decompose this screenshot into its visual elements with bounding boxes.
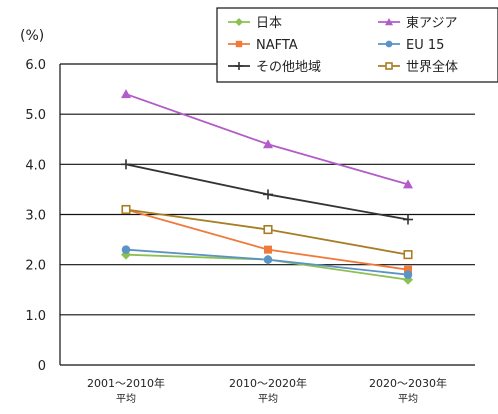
y-tick-label: 6.0 [25, 58, 46, 73]
data-point [263, 189, 273, 200]
data-point [235, 40, 243, 48]
legend-label: 東アジア [406, 15, 457, 31]
y-tick-label: 0 [38, 359, 46, 374]
data-point [263, 139, 273, 149]
data-point [263, 225, 273, 235]
data-point [403, 179, 413, 189]
legend-label: その他地域 [256, 60, 321, 75]
data-point [121, 204, 131, 215]
data-point [403, 250, 413, 260]
legend: 日本 東アジア NAFTA EU 15 その他地域 世界全体 [216, 7, 498, 83]
x-tick-label: 2001～2010年 [87, 376, 165, 390]
x-tick-label: 平均 [398, 393, 418, 405]
data-point [385, 18, 393, 26]
y-tick-label: 4.0 [25, 158, 46, 173]
series-markers [121, 89, 413, 285]
data-point [403, 270, 413, 279]
data-point [385, 62, 393, 70]
y-tick-labels: 0 1.0 2.0 3.0 4.0 5.0 6.0 [25, 58, 46, 374]
legend-label: 日本 [256, 16, 282, 31]
x-tick-label: 2020～2030年 [369, 376, 447, 390]
data-point [121, 89, 131, 99]
data-point [235, 18, 243, 26]
data-point [121, 159, 131, 170]
y-tick-label: 5.0 [25, 108, 46, 123]
data-point [264, 245, 272, 254]
y-tick-label: 3.0 [25, 209, 46, 224]
y-tick-label: 1.0 [25, 309, 46, 324]
data-point [121, 245, 131, 254]
y-unit-label: (%) [20, 28, 44, 44]
x-tick-label: 平均 [116, 393, 136, 405]
y-tick-label: 2.0 [25, 259, 46, 274]
x-tick-label: 平均 [258, 393, 278, 405]
data-point [235, 62, 243, 70]
legend-label: 世界全体 [406, 59, 458, 75]
grid-lines [59, 63, 475, 366]
data-point [385, 40, 393, 48]
series-line [125, 93, 409, 186]
data-point [404, 265, 412, 274]
data-point [263, 255, 273, 264]
legend-label: NAFTA [256, 38, 298, 53]
legend-label: EU 15 [406, 38, 444, 53]
legend-box [216, 7, 498, 83]
data-point [403, 214, 413, 225]
x-tick-label: 2010～2020年 [229, 376, 307, 390]
